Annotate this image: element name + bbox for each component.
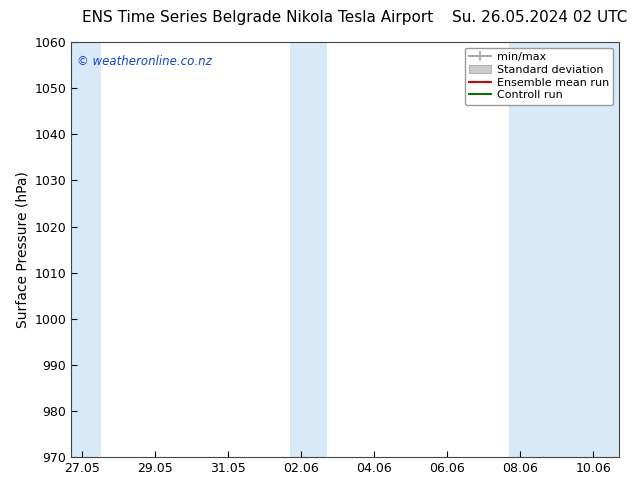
Text: ENS Time Series Belgrade Nikola Tesla Airport: ENS Time Series Belgrade Nikola Tesla Ai… [82, 10, 434, 25]
Bar [290, 42, 327, 457]
Y-axis label: Surface Pressure (hPa): Surface Pressure (hPa) [15, 171, 29, 328]
Bar [71, 42, 101, 457]
Text: © weatheronline.co.nz: © weatheronline.co.nz [77, 54, 212, 68]
Bar [510, 42, 619, 457]
Legend: min/max, Standard deviation, Ensemble mean run, Controll run: min/max, Standard deviation, Ensemble me… [465, 48, 614, 105]
Text: Su. 26.05.2024 02 UTC: Su. 26.05.2024 02 UTC [452, 10, 628, 25]
